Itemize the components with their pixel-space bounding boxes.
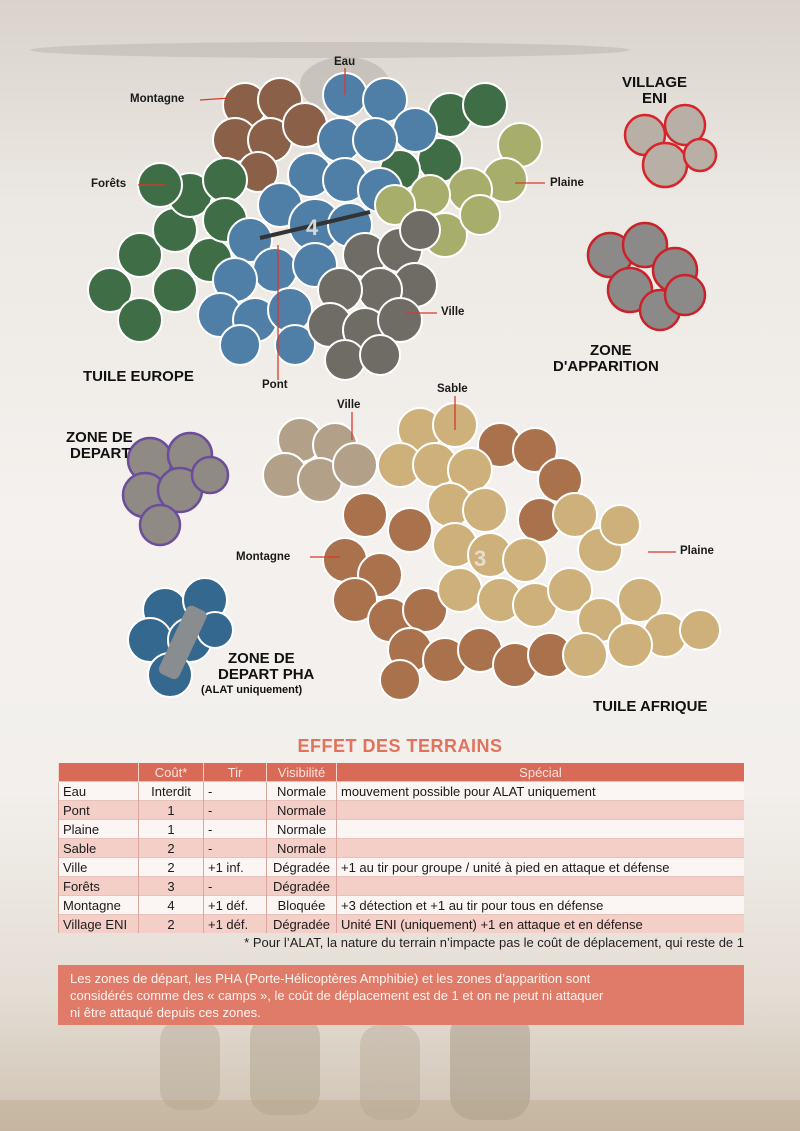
cell-special: [336, 819, 744, 839]
cell-special: Unité ENI (uniquement) +1 en attaque et …: [336, 914, 744, 933]
label-eau: Eau: [334, 56, 356, 68]
cell-special: +3 détection et +1 au tir pour tous en d…: [336, 895, 744, 915]
note-line-1: Les zones de départ, les PHA (Porte-Héli…: [70, 971, 591, 986]
cell-cout: 4: [138, 895, 204, 915]
water-area: [197, 72, 438, 366]
cell-cout: 2: [138, 857, 204, 877]
city-area: [307, 209, 441, 381]
header-visibilite: Visibilité: [266, 763, 337, 782]
africa-tile-number: 3: [474, 546, 486, 571]
effets-title: EFFET DES TERRAINS: [297, 736, 503, 756]
table-footnote: * Pour l’ALAT, la nature du terrain n’im…: [244, 935, 744, 950]
table-row: Pont 1 - Normale: [58, 800, 744, 820]
cell-special: +1 au tir pour groupe / unité à pied en …: [336, 857, 744, 877]
cell-visibilite: Normale: [266, 781, 337, 801]
cell-special: [336, 876, 744, 896]
label-ville-europe: Ville: [441, 306, 465, 318]
table-row: Montagne 4 +1 déf. Bloquée +3 détection …: [58, 895, 744, 915]
cell-tir: +1 déf.: [203, 914, 267, 933]
cell-cout: 1: [138, 800, 204, 820]
zone-depart: [121, 431, 230, 547]
cell-cout: 3: [138, 876, 204, 896]
cell-visibilite: Dégradée: [266, 876, 337, 896]
cell-terrain: Pont: [58, 800, 139, 820]
cell-tir: -: [203, 819, 267, 839]
village-eni-zone: [623, 103, 718, 189]
cell-visibilite: Dégradée: [266, 857, 337, 877]
village-eni-title-line2: ENI: [642, 90, 668, 107]
terrain-maps: 4: [87, 68, 721, 701]
header-tir: Tir: [203, 763, 267, 782]
cell-special: mouvement possible pour ALAT uniquement: [336, 781, 744, 801]
camps-note-box: Les zones de départ, les PHA (Porte-Héli…: [58, 965, 744, 1025]
zone-apparition-title-line2: D'APPARITION: [553, 358, 659, 375]
zone-apparition: [586, 221, 707, 332]
zone-depart-title-line1: ZONE DE: [66, 429, 133, 446]
table-row: Plaine 1 - Normale: [58, 819, 744, 839]
header-special: Spécial: [336, 763, 744, 782]
cell-tir: -: [203, 838, 267, 858]
table-header-row: Coût* Tir Visibilité Spécial: [58, 763, 744, 782]
label-ville-afrique: Ville: [337, 399, 361, 411]
label-pont: Pont: [262, 379, 288, 391]
cell-tir: -: [203, 781, 267, 801]
note-line-3: ni être attaqué depuis ces zones.: [70, 1005, 261, 1020]
header-cout: Coût*: [138, 763, 204, 782]
bridge-line: [259, 210, 371, 240]
zone-depart-pha-title-line3: (ALAT uniquement): [201, 684, 303, 696]
cell-tir: -: [203, 800, 267, 820]
cell-visibilite: Normale: [266, 800, 337, 820]
terrain-effects-table: Coût* Tir Visibilité Spécial Eau Interdi…: [58, 763, 744, 933]
label-montagne-afrique: Montagne: [236, 551, 291, 563]
africa-tile-title: TUILE AFRIQUE: [593, 698, 708, 715]
cell-visibilite: Dégradée: [266, 914, 337, 933]
table-row: Sable 2 - Normale: [58, 838, 744, 858]
cell-visibilite: Bloquée: [266, 895, 337, 915]
europe-tile-map: [87, 72, 543, 381]
cell-terrain: Eau: [58, 781, 139, 801]
label-plaine-europe: Plaine: [550, 177, 584, 189]
cell-visibilite: Normale: [266, 819, 337, 839]
cell-visibilite: Normale: [266, 838, 337, 858]
cell-special: [336, 838, 744, 858]
label-montagne-europe: Montagne: [130, 93, 185, 105]
note-line-2: considérés comme des « camps », le coût …: [70, 988, 604, 1003]
table-row: Village ENI 2 +1 déf. Dégradée Unité ENI…: [58, 914, 744, 933]
village-eni-title-line1: VILLAGE: [622, 74, 688, 91]
cell-tir: +1 inf.: [203, 857, 267, 877]
label-plaine-afrique: Plaine: [680, 545, 714, 557]
cell-terrain: Sable: [58, 838, 139, 858]
cell-cout: Interdit: [138, 781, 204, 801]
header-terrain: [58, 763, 139, 782]
table-row: Forêts 3 - Dégradée: [58, 876, 744, 896]
zone-depart-pha-title-line1: ZONE DE: [228, 650, 295, 667]
cell-terrain: Forêts: [58, 876, 139, 896]
zone-depart-pha-title-line2: DEPART PHA: [218, 666, 315, 683]
europe-tile-title: TUILE EUROPE: [83, 368, 194, 385]
cell-tir: -: [203, 876, 267, 896]
cell-cout: 2: [138, 914, 204, 933]
africa-tile-map: [262, 402, 721, 701]
cell-tir: +1 déf.: [203, 895, 267, 915]
europe-tile-number: 4: [306, 215, 319, 240]
table-row: Eau Interdit - Normale mouvement possibl…: [58, 781, 744, 801]
cell-cout: 1: [138, 819, 204, 839]
cell-cout: 2: [138, 838, 204, 858]
desert-city-area: [262, 417, 378, 503]
zone-depart-title-line2: DEPART: [70, 445, 131, 462]
sand-area: [377, 402, 721, 678]
cell-terrain: Village ENI: [58, 914, 139, 933]
label-forets: Forêts: [91, 178, 127, 190]
cell-terrain: Montagne: [58, 895, 139, 915]
desert-mountain-area: [322, 422, 583, 701]
label-leaders: [138, 68, 676, 558]
cell-terrain: Ville: [58, 857, 139, 877]
cell-terrain: Plaine: [58, 819, 139, 839]
mountain-area: [212, 77, 328, 193]
ship-shape: [158, 605, 207, 680]
zone-apparition-title-line1: ZONE: [590, 342, 632, 359]
label-sable: Sable: [437, 383, 468, 395]
cell-special: [336, 800, 744, 820]
table-row: Ville 2 +1 inf. Dégradée +1 au tir pour …: [58, 857, 744, 877]
